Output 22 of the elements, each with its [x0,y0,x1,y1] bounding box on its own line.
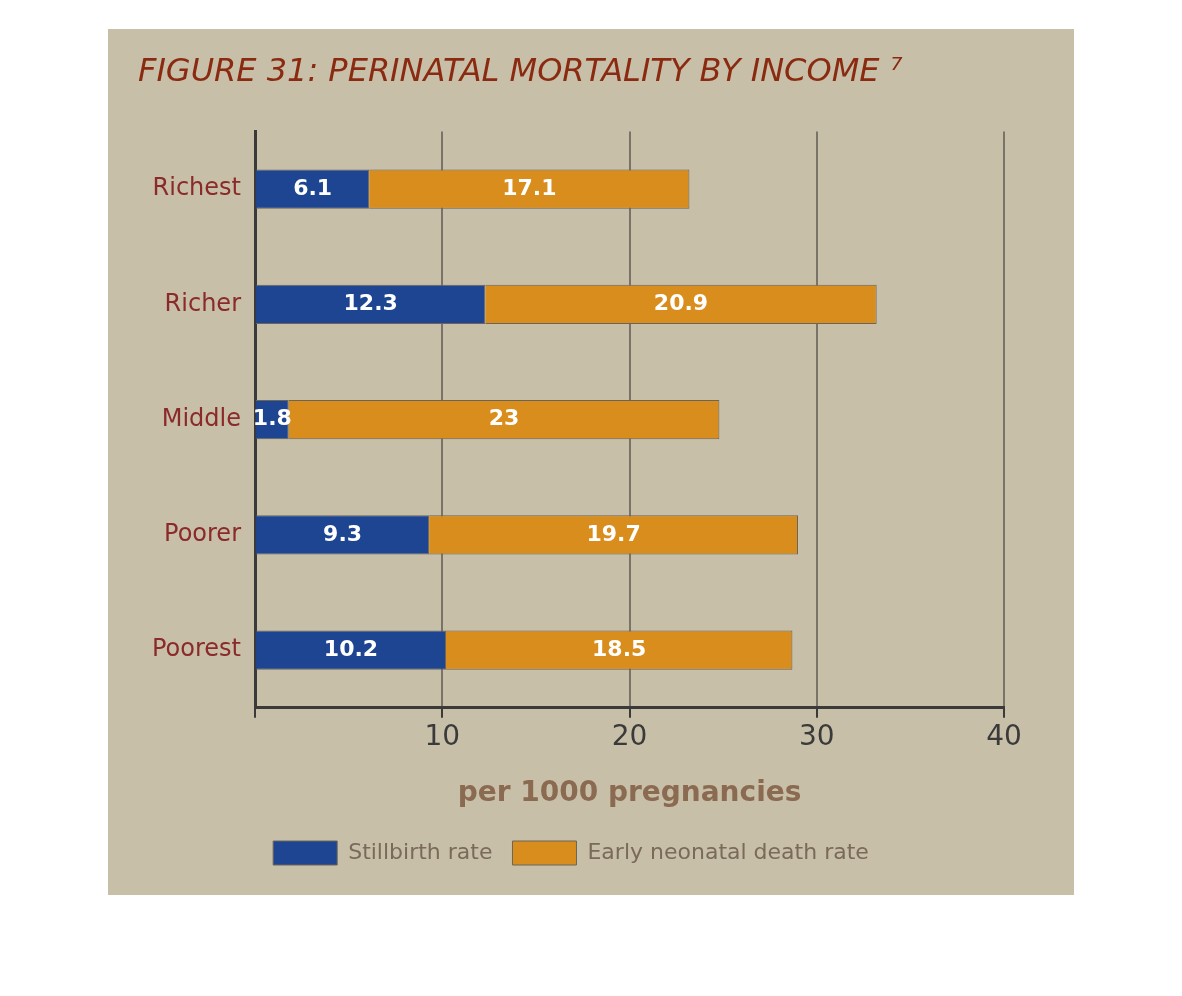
y-tick-label: Poorest [151,634,241,663]
data-label: 23 [488,405,520,431]
y-tick-label: Poorer [164,519,242,548]
data-label: 6.1 [293,174,333,200]
data-label: 18.5 [592,635,647,661]
x-tick-label: 30 [798,718,835,752]
y-tick-label: Middle [161,403,241,432]
x-tick-label: 10 [424,718,461,752]
x-tick-label: 40 [986,718,1022,752]
x-tick-label: 20 [611,718,648,752]
y-tick-label: Richest [152,173,241,202]
data-label: 10.2 [323,635,379,661]
data-label: 17.1 [502,174,557,200]
data-label: 12.3 [343,290,398,316]
legend-label: Early neonatal death rate [587,838,869,864]
data-label: 9.3 [323,520,363,546]
y-tick-label: Richer [164,288,242,317]
legend-label: Stillbirth rate [348,838,493,864]
data-label: 19.7 [586,520,641,546]
chart-title: FIGURE 31: PERINATAL MORTALITY BY INCOME ⁷ [138,50,903,89]
data-label: 20.9 [653,290,709,316]
x-axis-title: per 1000 pregnancies [457,775,802,809]
